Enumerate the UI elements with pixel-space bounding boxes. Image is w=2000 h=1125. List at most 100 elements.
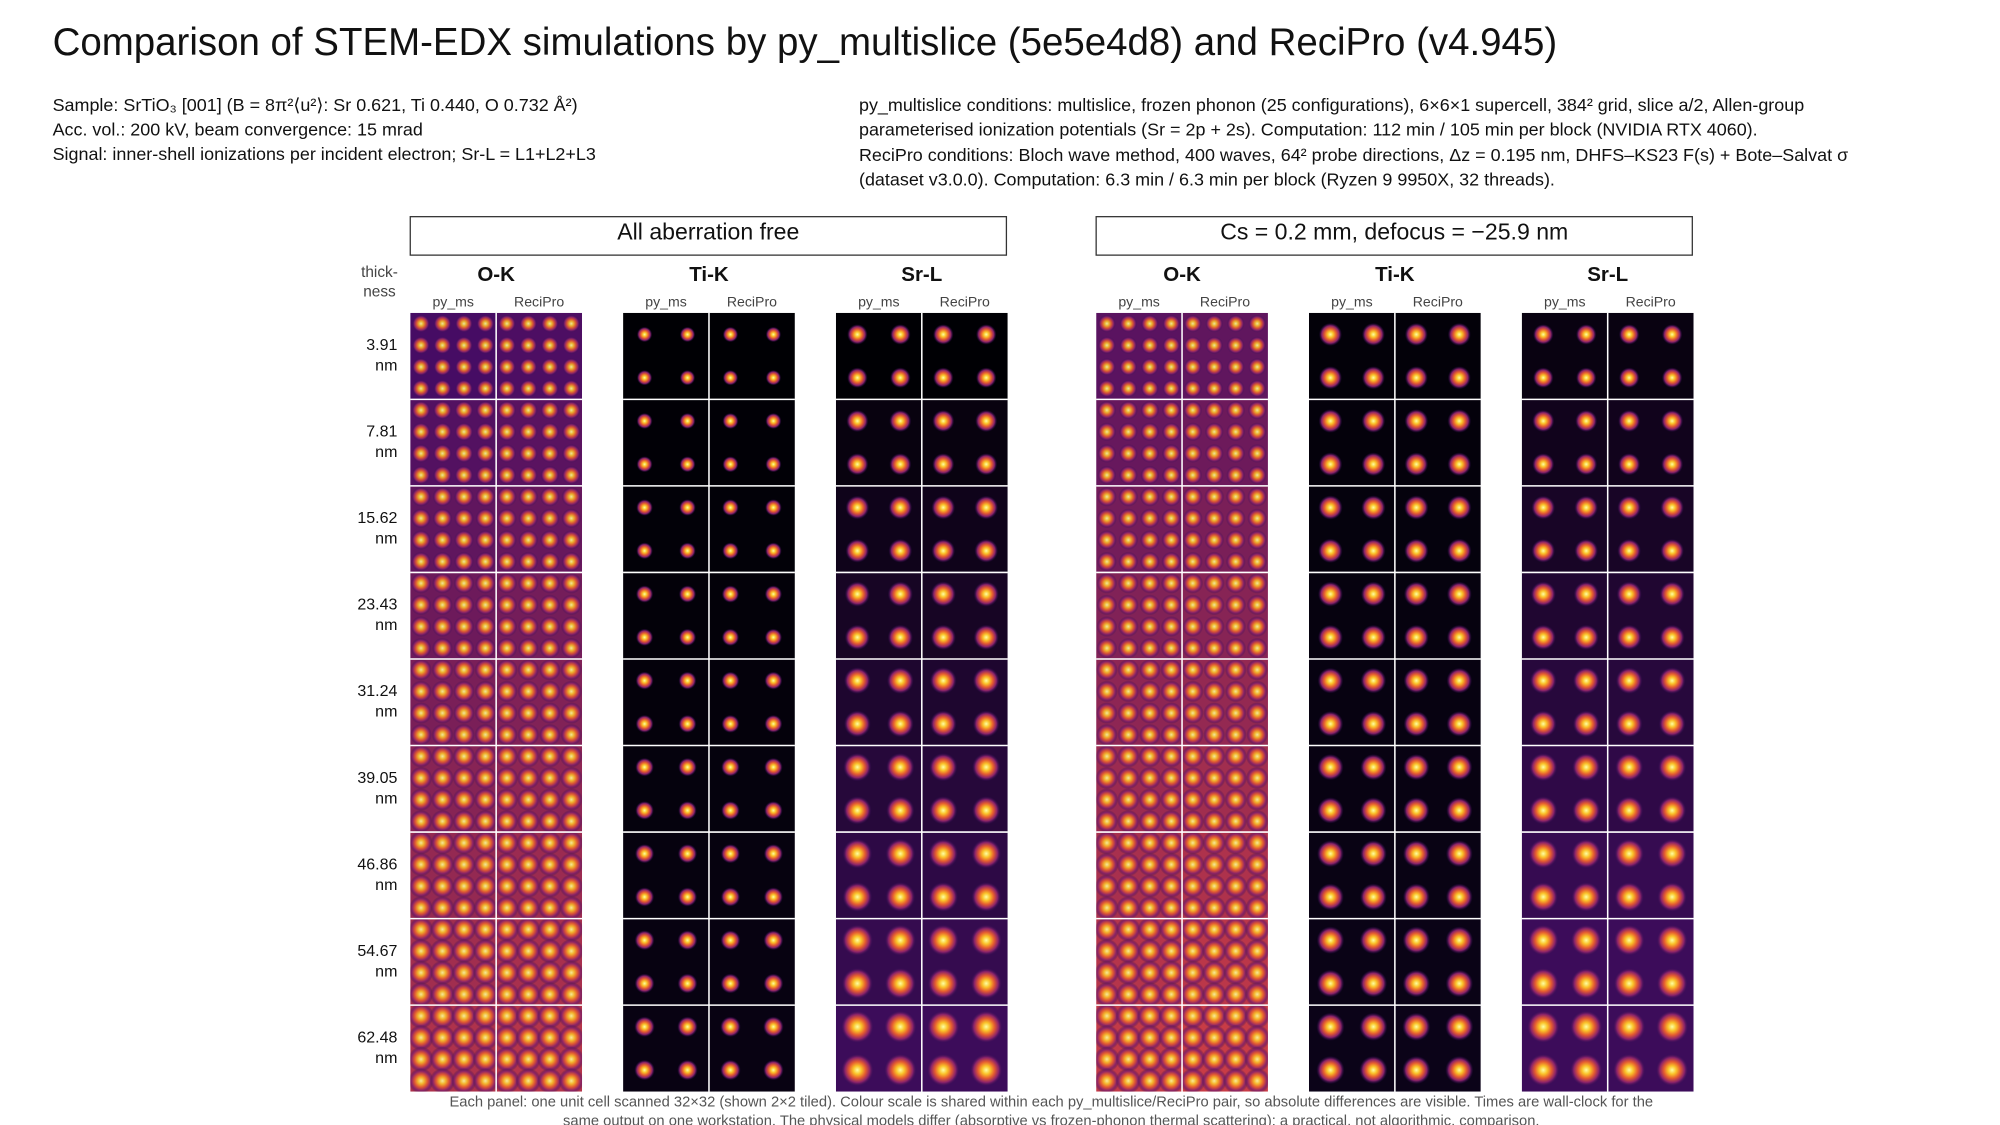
atom-spot [1446, 581, 1472, 607]
atom-spot [1226, 465, 1246, 485]
atom-spot [635, 801, 654, 820]
atom-spot [1226, 357, 1245, 376]
atom-spot [889, 453, 912, 476]
atom-spot [1201, 1024, 1228, 1051]
atom-spot [1316, 1055, 1345, 1085]
atom-spot [1224, 658, 1247, 681]
thickness-value: 31.24 [357, 682, 397, 700]
atom-spot [496, 508, 517, 529]
atom-spot [1096, 572, 1118, 594]
atom-spot [847, 324, 868, 345]
atom-spot [518, 443, 538, 463]
simulation-image [496, 658, 583, 746]
atom-spot [1225, 530, 1246, 550]
simulation-image [623, 1005, 709, 1092]
atom-spot [765, 499, 782, 516]
atom-spot [1226, 336, 1245, 355]
atom-spot [1096, 486, 1117, 507]
atom-spot [1571, 752, 1601, 782]
atom-spot [537, 938, 563, 964]
atom-spot [454, 357, 473, 376]
atom-spot [410, 723, 432, 746]
atom-spot [1404, 452, 1429, 477]
atom-spot [1182, 852, 1205, 877]
simulation-image [1096, 572, 1183, 659]
atom-spot [562, 336, 581, 355]
atom-spot [561, 551, 582, 572]
atom-spot [635, 757, 654, 777]
atom-spot [1532, 409, 1555, 433]
atom-spot [1182, 551, 1203, 572]
atom-spot [1138, 702, 1161, 724]
atom-spot [1096, 616, 1118, 637]
atom-spot [1361, 452, 1386, 477]
atom-spot [432, 594, 453, 616]
atom-spot [1160, 572, 1182, 594]
simulation-image [623, 745, 709, 833]
atom-spot [516, 766, 540, 790]
simulation-image [623, 832, 709, 919]
atom-spot [1137, 981, 1163, 1006]
atom-spot [1244, 960, 1268, 986]
atom-spot [975, 367, 997, 388]
atom-spot [474, 788, 497, 811]
simulation-image [1521, 832, 1608, 919]
atom-spot [1183, 336, 1202, 355]
atom-spot [1574, 495, 1599, 520]
atom-spot [452, 766, 476, 790]
atom-spot [1161, 486, 1182, 507]
atom-spot [887, 581, 913, 607]
atom-spot [883, 1010, 917, 1044]
footer-line: same output on one workstation. The phys… [563, 1114, 1539, 1125]
atom-spot [931, 538, 956, 563]
simulation-image [1394, 918, 1481, 1006]
atom-spot [1117, 680, 1140, 703]
atom-spot [1613, 924, 1646, 957]
atom-spot [1139, 551, 1160, 572]
atom-spot [473, 918, 497, 942]
atom-spot [1246, 658, 1268, 681]
atom-spot [1617, 538, 1642, 563]
atom-spot [1612, 1053, 1646, 1087]
image-background [1308, 485, 1395, 573]
atom-spot [1140, 465, 1160, 485]
atom-spot [1119, 357, 1138, 376]
atom-spot [431, 809, 454, 833]
conditions-line: parameterised ionization potentials (Sr … [859, 120, 1758, 140]
atom-spot [453, 616, 475, 637]
atom-spot [1223, 918, 1249, 942]
atom-spot [473, 874, 497, 898]
atom-spot [1658, 667, 1686, 695]
atom-spot [887, 624, 913, 650]
atom-spot [430, 895, 455, 919]
image-background [1521, 485, 1608, 573]
atom-spot [1140, 336, 1159, 355]
simulation-image [496, 1005, 583, 1092]
thickness-unit: nm [375, 703, 397, 721]
atom-spot [518, 551, 539, 572]
atom-spot [1118, 400, 1138, 420]
simulation-image [410, 485, 497, 573]
atom-spot [1182, 1024, 1206, 1051]
atom-spot [721, 757, 740, 777]
atom-spot [540, 465, 560, 485]
atom-spot [540, 422, 560, 442]
atom-spot [1246, 572, 1268, 594]
image-background [1308, 399, 1395, 486]
atom-spot [1117, 702, 1140, 724]
atom-spot [1225, 594, 1247, 616]
atom-spot [1225, 572, 1247, 594]
atom-spot [410, 637, 432, 659]
atom-spot [496, 766, 519, 790]
simulation-image [708, 399, 795, 486]
atom-spot [1655, 1010, 1689, 1044]
atom-spot [433, 443, 452, 463]
atom-spot [1160, 702, 1183, 724]
method-label: py_ms [1118, 293, 1160, 309]
atom-spot [1204, 443, 1224, 463]
atom-spot [721, 801, 740, 820]
atom-spot [1182, 832, 1205, 855]
atom-spot [1118, 486, 1139, 507]
atom-spot [763, 930, 784, 951]
